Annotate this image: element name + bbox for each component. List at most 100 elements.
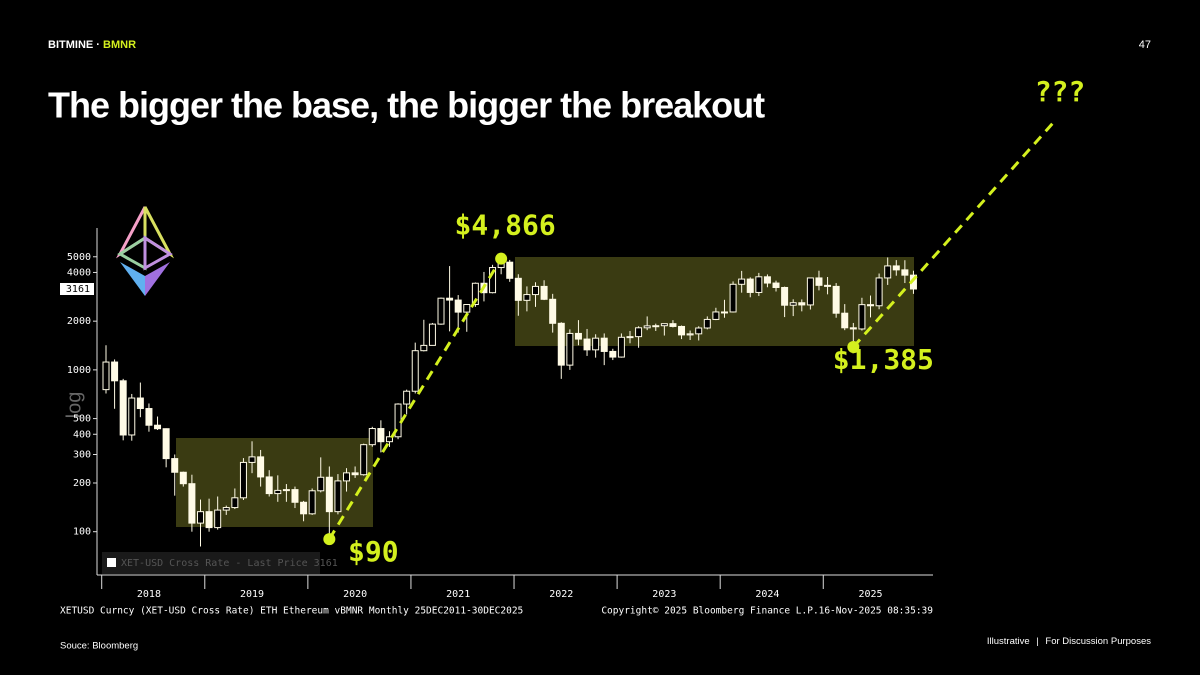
candle-body [592, 337, 600, 351]
y-tick-label: 4000 [67, 267, 91, 278]
x-tick-label: 2025 [858, 589, 882, 600]
ticker: BMNR [103, 39, 136, 51]
candle-body [300, 501, 308, 515]
x-tick-label: 2019 [240, 589, 264, 600]
annotation-label: $90 [348, 535, 399, 568]
candle-body [720, 311, 728, 314]
candle-body [738, 278, 746, 285]
x-tick-label: 2022 [549, 589, 573, 600]
y-tick-label: 5000 [67, 252, 91, 263]
candle-body [317, 476, 325, 492]
candle-body [532, 285, 539, 296]
candle-body [703, 318, 711, 329]
candle-body [643, 325, 651, 329]
base-zone [515, 257, 914, 346]
candle-body [892, 265, 900, 271]
candle-body [523, 294, 531, 301]
footer-center: Copyright© 2025 Bloomberg Finance L.P. [601, 606, 818, 617]
trend-line [328, 257, 503, 540]
candle-body [463, 304, 471, 313]
last-price-label: 3161 [66, 284, 90, 295]
candle-body [858, 304, 866, 330]
x-tick-label: 2023 [652, 589, 676, 600]
projection-label: ??? [1035, 75, 1086, 108]
annotation-label: $1,385 [833, 343, 934, 376]
x-tick-label: 2020 [343, 589, 367, 600]
candle-body [849, 327, 857, 330]
candle-body [231, 497, 239, 509]
candle-body [506, 261, 514, 279]
candle-body [626, 336, 634, 339]
disclaimer-left: Illustrative [987, 636, 1030, 647]
candle-body [282, 489, 290, 492]
candle-body [746, 278, 754, 293]
candle-body [257, 456, 265, 478]
page-number: 47 [1139, 39, 1151, 51]
candle-body [454, 299, 462, 313]
candle-body [549, 298, 557, 324]
candle-body [686, 333, 694, 336]
candle-body [136, 397, 144, 410]
disclaimer-right: For Discussion Purposes [1045, 636, 1151, 647]
candle-body [171, 458, 179, 473]
candle-body [265, 476, 273, 495]
candle-body [660, 323, 668, 327]
candle-body [239, 461, 247, 499]
candle-body [884, 265, 892, 279]
candle-body [867, 304, 875, 307]
candle-body [729, 283, 737, 313]
y-tick-label: 200 [73, 478, 91, 489]
base-zone [176, 438, 373, 527]
candle-body [540, 285, 548, 300]
y-tick-label: 2000 [67, 316, 91, 327]
x-tick-label: 2018 [137, 589, 161, 600]
candle-body [428, 323, 436, 346]
candle-body [669, 323, 677, 327]
candle-body [248, 456, 256, 463]
candle-body [514, 277, 522, 301]
candle-body [291, 489, 299, 503]
source: Souce: Bloomberg [60, 641, 138, 652]
candle-body [334, 480, 342, 513]
candle-body [695, 327, 703, 335]
candle-body [617, 336, 625, 358]
y-tick-label: 1000 [67, 365, 91, 376]
candle-body [583, 338, 591, 351]
candle-body [411, 350, 419, 392]
candle-body [798, 302, 806, 306]
y-tick-label: 100 [73, 527, 91, 538]
candle-body [128, 397, 136, 436]
candle-body [377, 428, 385, 443]
slide-title: The bigger the base, the bigger the brea… [48, 85, 765, 126]
candle-body [806, 277, 814, 306]
candle-body [446, 297, 454, 301]
candle-body [841, 312, 849, 329]
legend-label: XET-USD Cross Rate - Last Price 3161 [121, 558, 338, 569]
candle-body [205, 511, 213, 529]
candle-body [385, 436, 393, 443]
candle-body [635, 327, 643, 338]
annotation-label: $4,866 [455, 209, 556, 242]
candle-body [368, 428, 376, 446]
candle-body [609, 350, 617, 358]
candle-body [566, 332, 574, 366]
candle-body [145, 408, 153, 426]
candle-body [781, 286, 789, 306]
candle-body [901, 269, 909, 276]
disclaimer-divider: | [1036, 636, 1038, 647]
candle-body [712, 311, 720, 320]
brand: BITMINE · BMNR [48, 39, 136, 51]
candle-body [420, 344, 428, 352]
candle-body [832, 285, 840, 314]
candle-body [489, 267, 497, 294]
candle-body [102, 361, 110, 391]
candle-body [179, 471, 187, 485]
y-tick-label: 500 [73, 414, 91, 425]
candle-body [600, 337, 608, 352]
separator: · [96, 39, 100, 51]
candle-body [214, 509, 222, 529]
candle-body [815, 277, 823, 286]
footer-left: XETUSD Curncy (XET-USD Cross Rate) ETH E… [60, 606, 523, 617]
y-tick-label: 300 [73, 449, 91, 460]
eth-logo [115, 206, 175, 296]
